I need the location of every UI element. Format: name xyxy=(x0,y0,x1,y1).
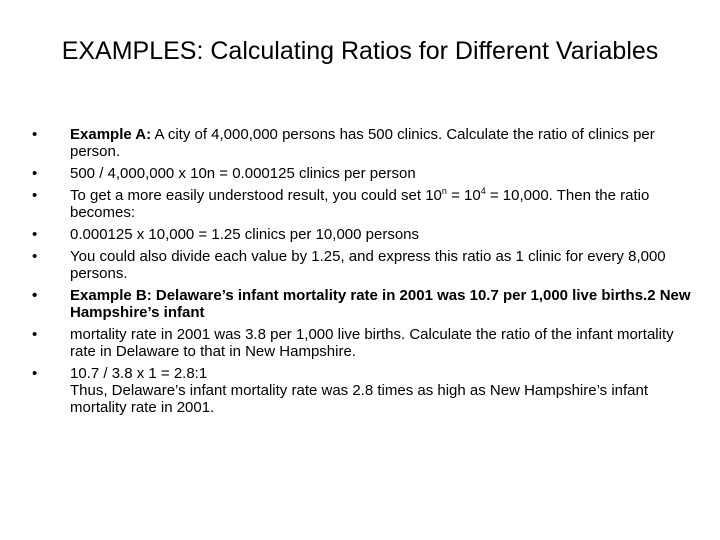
bullet-text: 10.7 / 3.8 x 1 = 2.8:1 xyxy=(70,365,208,382)
bullet-text: 0.000125 x 10,000 = 1.25 clinics per 10,… xyxy=(70,226,419,243)
bullet-text-part: To get a more easily understood result, … xyxy=(70,187,442,204)
bullet-item-final-calculation: • 10.7 / 3.8 x 1 = 2.8:1 Thus, Delaware’… xyxy=(30,365,692,416)
bullet-text: 500 / 4,000,000 x 10n = 0.000125 clinics… xyxy=(70,165,416,182)
bullet-item-calculation-a: • 500 / 4,000,000 x 10n = 0.000125 clini… xyxy=(30,165,692,182)
bullet-item-example-b: • Example B: Delaware’s infant mortality… xyxy=(30,287,692,321)
bullet-text-part: = 10 xyxy=(446,187,481,204)
bullet-item-example-b-continued: • mortality rate in 2001 was 3.8 per 1,0… xyxy=(30,326,692,360)
bullet-dot: • xyxy=(32,248,38,265)
bullet-item-example-a: • Example A: A city of 4,000,000 persons… xyxy=(30,126,692,160)
bullet-dot: • xyxy=(32,365,38,382)
bullet-text: You could also divide each value by 1.25… xyxy=(70,248,666,282)
conclusion-text: Thus, Delaware’s infant mortality rate w… xyxy=(70,382,649,416)
bullet-item-exponent-note: • To get a more easily understood result… xyxy=(30,186,692,222)
bullet-dot: • xyxy=(32,165,38,182)
bullet-text: mortality rate in 2001 was 3.8 per 1,000… xyxy=(70,326,674,360)
bullet-dot: • xyxy=(32,287,38,304)
bullet-dot: • xyxy=(32,226,38,243)
example-label: Example A: xyxy=(70,126,152,143)
bullet-dot: • xyxy=(32,326,38,343)
bullet-text-part: = 10,000. Then the ratio becomes: xyxy=(70,187,650,221)
bullet-item-ratio-result: • 0.000125 x 10,000 = 1.25 clinics per 1… xyxy=(30,226,692,243)
bullet-dot: • xyxy=(32,187,38,204)
exponent-4: 4 xyxy=(480,186,486,196)
bullet-list: • Example A: A city of 4,000,000 persons… xyxy=(30,126,692,421)
bullet-item-alternative: • You could also divide each value by 1.… xyxy=(30,248,692,282)
bullet-text: A city of 4,000,000 persons has 500 clin… xyxy=(70,126,655,160)
bullet-dot: • xyxy=(32,126,38,143)
exponent-n: n xyxy=(441,186,447,196)
bullet-text: Example B: Delaware’s infant mortality r… xyxy=(70,287,691,321)
slide-title: EXAMPLES: Calculating Ratios for Differe… xyxy=(61,37,659,65)
